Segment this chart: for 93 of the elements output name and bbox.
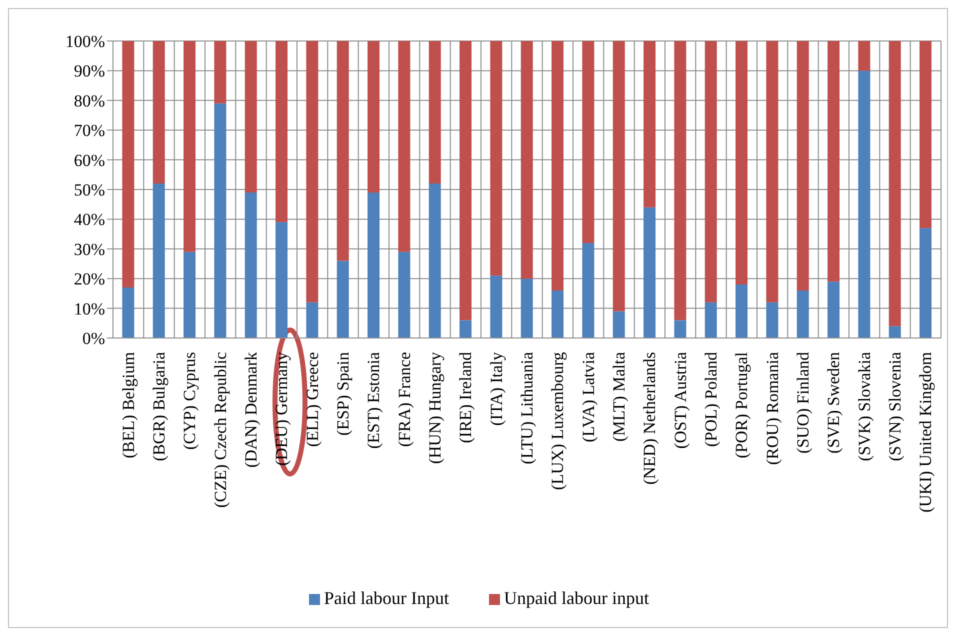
bar xyxy=(460,320,472,338)
bar xyxy=(704,41,717,302)
bar xyxy=(766,302,778,338)
x-tick-label: (POL) Poland xyxy=(702,352,720,447)
bar xyxy=(184,252,196,338)
x-tick-label: (ESP) Spain xyxy=(334,352,352,436)
bar xyxy=(858,41,870,71)
y-tick-label: 100% xyxy=(65,32,105,52)
bar xyxy=(122,41,134,288)
x-tick-label: (DAN) Denmark xyxy=(242,352,260,468)
y-tick-label: 0% xyxy=(82,329,105,348)
bar xyxy=(152,41,165,184)
bar xyxy=(460,41,472,320)
bar xyxy=(612,41,625,312)
x-tick-label: (UKI) United Kingdom xyxy=(916,352,936,513)
x-tick-label: (ELL) Greece xyxy=(302,352,322,447)
x-tick-label: (BGR) Bulgaria xyxy=(150,352,168,462)
bar xyxy=(520,41,533,279)
x-tick-label: (HUN) Hungary xyxy=(426,352,444,464)
bar xyxy=(552,41,564,290)
bar xyxy=(122,288,134,338)
x-tick-label: (SVE) Sweden xyxy=(824,352,844,454)
bar xyxy=(736,41,748,285)
bar xyxy=(520,278,533,338)
y-tick-label: 50% xyxy=(74,180,105,200)
y-tick-label: 10% xyxy=(74,299,105,318)
bar xyxy=(368,41,380,192)
x-tick-label: (FRA) France xyxy=(394,352,414,447)
bar xyxy=(152,184,165,338)
bar xyxy=(796,290,809,338)
bar xyxy=(736,284,748,338)
bar xyxy=(398,252,410,338)
bar xyxy=(244,41,257,192)
bar xyxy=(644,41,656,208)
x-tick-label: (MLT) Malta xyxy=(610,352,628,442)
bar xyxy=(214,103,226,338)
x-tick-label: (SVN) Slovenia xyxy=(886,352,904,462)
x-tick-label: (ROU) Romania xyxy=(762,352,782,465)
legend-label: Paid labour Input xyxy=(324,588,449,608)
bar xyxy=(828,41,840,282)
bar xyxy=(612,311,625,338)
bar xyxy=(428,184,441,338)
x-tick-label: (CZE) Czech Republic xyxy=(210,352,230,508)
bar xyxy=(674,41,686,320)
x-tick-label: (LVA) Latvia xyxy=(578,352,598,442)
x-tick-label: (POR) Portugal xyxy=(732,352,752,458)
y-tick-label: 60% xyxy=(74,150,105,170)
bar xyxy=(888,326,901,338)
bar xyxy=(582,242,594,338)
bar xyxy=(490,41,502,276)
bar xyxy=(214,41,226,104)
bar xyxy=(276,41,288,222)
bar xyxy=(368,192,380,338)
bar xyxy=(336,41,349,261)
x-tick-label: (LUX) Luxembourg xyxy=(548,352,568,490)
x-tick-label: (EST) Estonia xyxy=(364,352,384,449)
x-tick-label: (SVK) Slovakia xyxy=(854,352,874,462)
bar xyxy=(644,207,656,338)
x-tick-label: (DEU) Germany xyxy=(272,352,292,466)
x-tick-label: (OST) Austria xyxy=(670,352,690,449)
bar xyxy=(582,41,594,243)
x-tick-label: (NED) Netherlands xyxy=(640,352,660,485)
bar xyxy=(306,41,318,302)
x-tick-label: (LTU) Lithuania xyxy=(518,352,536,464)
bar xyxy=(428,41,441,184)
bar xyxy=(398,41,410,252)
bar xyxy=(704,302,717,338)
x-tick-label: (IRE) Ireland xyxy=(456,352,476,444)
bar xyxy=(674,320,686,338)
bar xyxy=(858,70,870,338)
bar xyxy=(184,41,196,252)
bar xyxy=(766,41,778,302)
x-tick-label: (CYP) Cyprus xyxy=(180,352,200,450)
x-tick-label: (SUO) Finland xyxy=(794,352,812,454)
y-tick-label: 20% xyxy=(74,270,105,289)
bar xyxy=(490,276,502,338)
x-tick-label: (ITA) Italy xyxy=(486,352,506,426)
bar xyxy=(552,290,564,338)
y-tick-label: 80% xyxy=(74,91,105,110)
y-tick-label: 30% xyxy=(74,240,105,259)
legend-label: Unpaid labour input xyxy=(504,588,649,608)
bar xyxy=(306,302,318,338)
bar xyxy=(920,228,932,338)
y-tick-label: 70% xyxy=(74,121,105,140)
bar xyxy=(244,192,257,338)
bar xyxy=(796,41,809,290)
y-tick-label: 40% xyxy=(74,210,105,230)
y-tick-label: 90% xyxy=(74,62,105,81)
bar xyxy=(336,260,349,338)
bar xyxy=(828,282,840,338)
bar xyxy=(888,41,901,326)
x-tick-label: (BEL) Belgium xyxy=(118,352,138,458)
bar xyxy=(920,41,932,228)
